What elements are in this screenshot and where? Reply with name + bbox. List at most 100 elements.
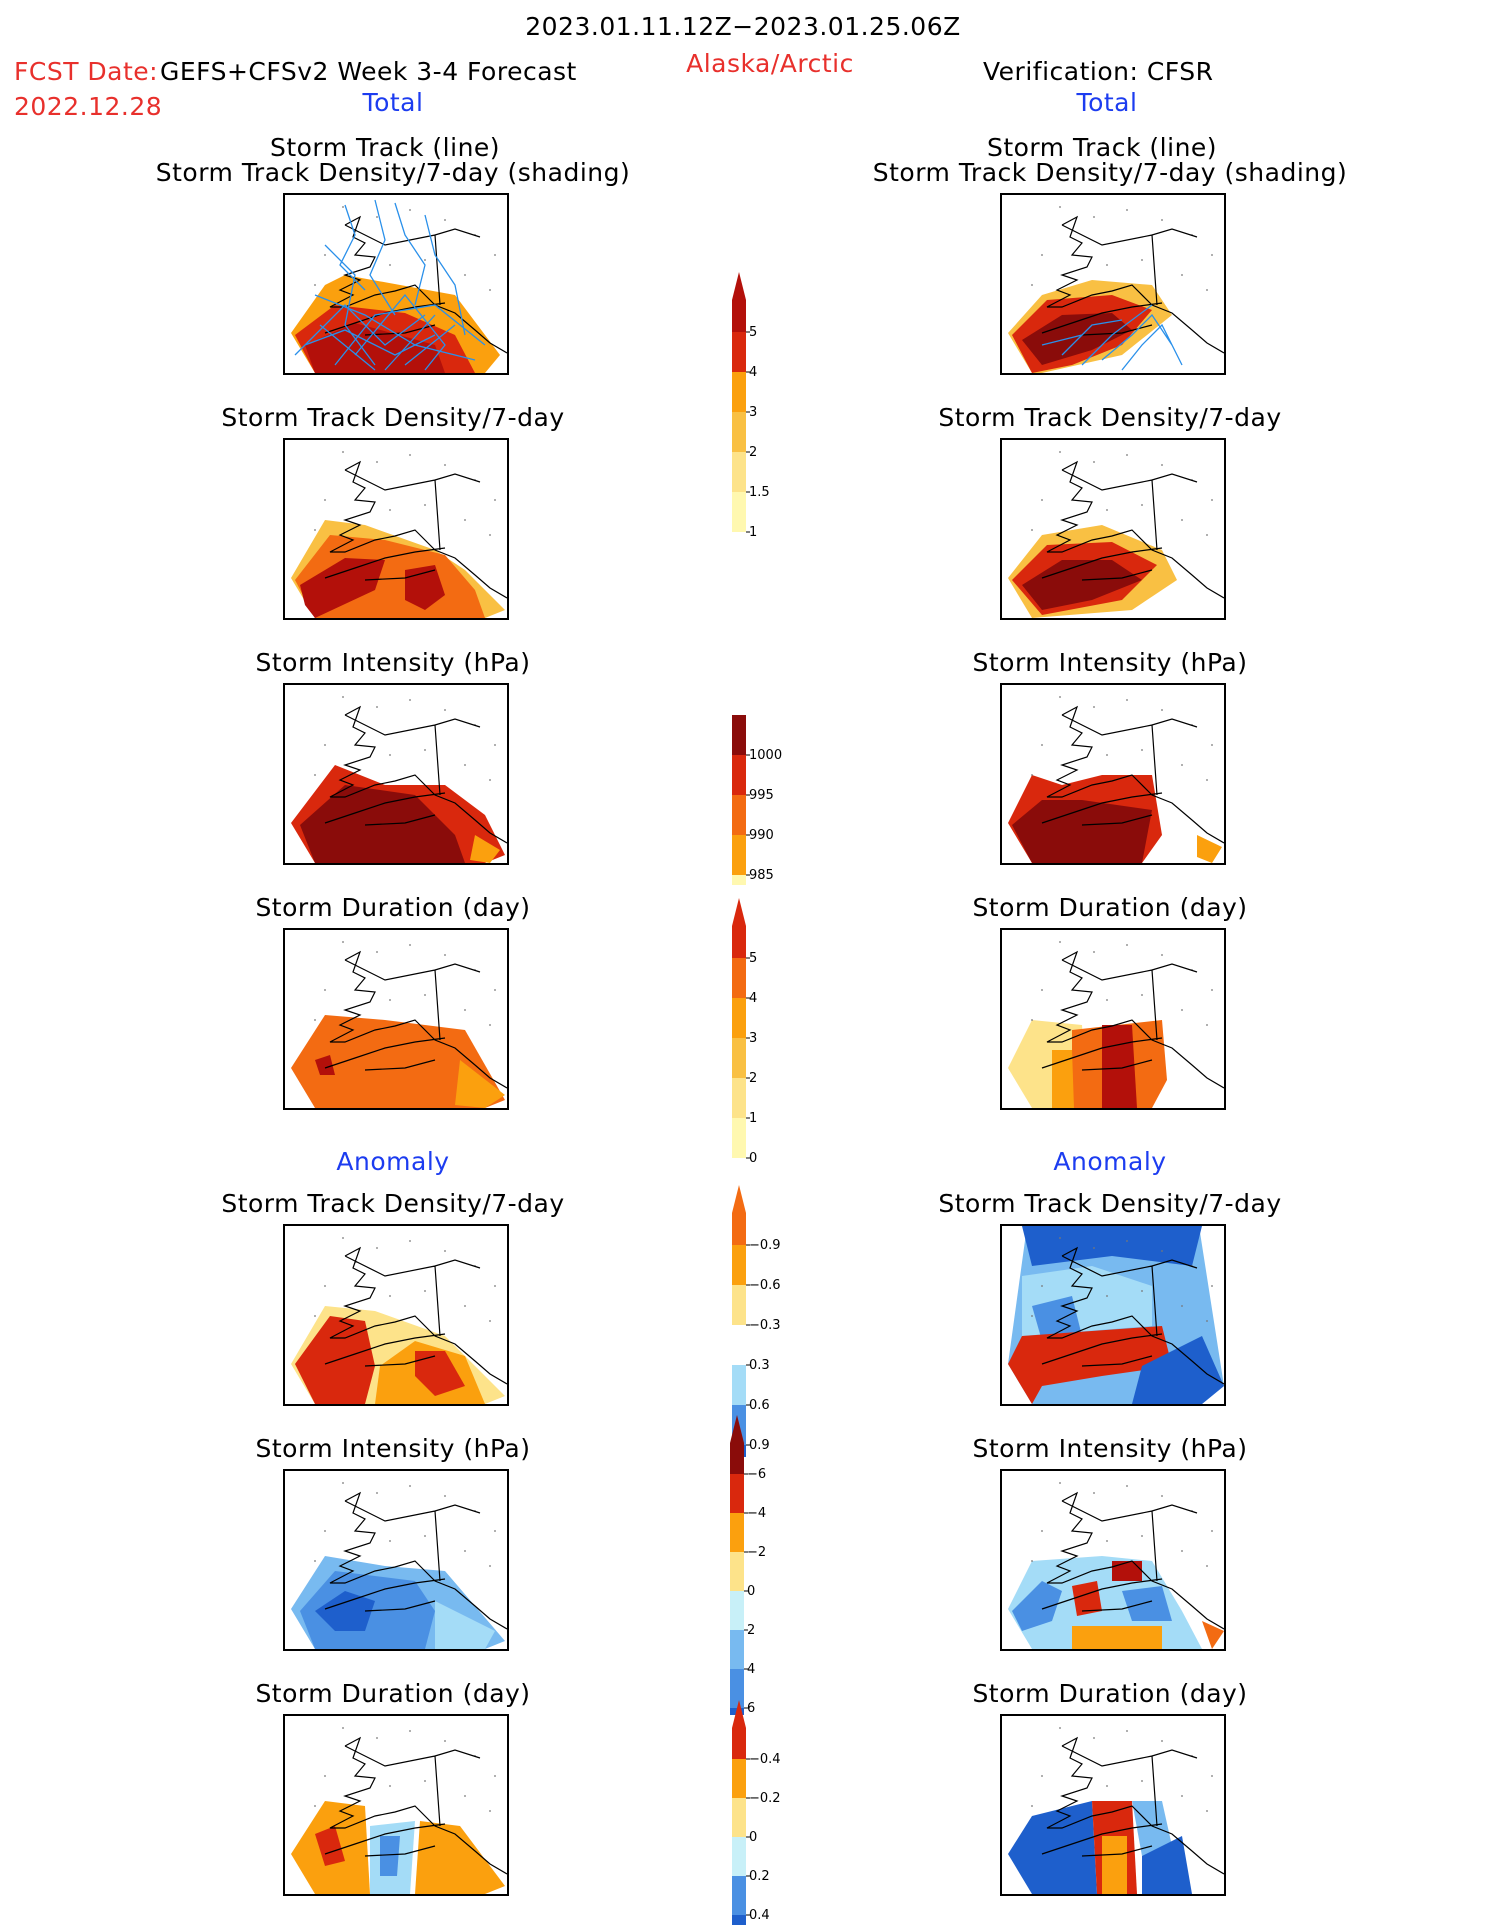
grid-dot (1041, 989, 1043, 991)
grid-dot (1141, 259, 1143, 261)
colorbar-swatch (732, 1185, 746, 1245)
map-canvas (1008, 1727, 1224, 1894)
grid-dot (1106, 999, 1108, 1001)
total-label-left: Total (362, 88, 424, 117)
colorbar-swatch (730, 1415, 744, 1474)
grid-dot (389, 264, 391, 266)
grid-dot (324, 499, 326, 501)
colorbar-tick-label: 4 (749, 365, 757, 380)
grid-dot (424, 1290, 426, 1292)
coastline (1041, 1736, 1224, 1875)
colorbar-tick-label: 0.3 (749, 1358, 770, 1373)
grid-dot (1161, 1250, 1163, 1252)
grid-dot (409, 1485, 411, 1487)
colorbar-tick-label: −0.6 (749, 1278, 781, 1293)
grid-dot (444, 464, 446, 466)
colorbar-tick-label: 0 (749, 1830, 757, 1845)
grid-dot (489, 534, 491, 536)
grid-dot (1126, 1240, 1128, 1242)
grid-dot (489, 289, 491, 291)
grid-dot (424, 259, 426, 261)
left-anomaly-label: Anomaly (336, 1147, 450, 1176)
storm-track-lines (294, 199, 486, 371)
grid-dot (1106, 1785, 1108, 1787)
date-range-title: 2023.01.11.12Z−2023.01.25.06Z (525, 12, 961, 41)
shading-region (1072, 1581, 1102, 1616)
grid-dot (324, 254, 326, 256)
colorbar-tick-label: 0.4 (749, 1908, 770, 1923)
grid-dot (1206, 779, 1208, 781)
colorbar-tick-label: 3 (749, 405, 757, 420)
colorbar-swatch (732, 835, 746, 875)
grid-dot (489, 779, 491, 781)
grid-dot (1206, 1024, 1208, 1026)
grid-dot (1093, 1247, 1095, 1249)
grid-dot (1141, 504, 1143, 506)
grid-dot (1211, 744, 1213, 746)
colorbar-swatch (732, 372, 746, 412)
colorbar-tick-label: −2 (747, 1545, 766, 1560)
shading-region (1132, 1336, 1224, 1404)
shading-region (1112, 1561, 1142, 1581)
grid-dot (444, 1495, 446, 1497)
map-left-anomaly-density (283, 1224, 509, 1406)
grid-dot (314, 774, 316, 776)
grid-dot (494, 1530, 496, 1532)
map-canvas (1008, 1226, 1224, 1404)
coastline (324, 950, 507, 1089)
grid-dot (389, 509, 391, 511)
grid-dot (1059, 696, 1061, 698)
map-canvas (1008, 941, 1224, 1108)
grid-dot (1093, 461, 1095, 463)
left-duration-title: Storm Duration (day) (255, 893, 531, 922)
shading-region (1102, 1025, 1137, 1108)
colorbar-swatch (732, 452, 746, 492)
shading-region (405, 565, 445, 610)
map-canvas (291, 1237, 507, 1404)
right-st-line-title2: Storm Track Density/7-day (shading) (872, 158, 1348, 187)
colorbar-tick-label: 1000 (749, 748, 782, 763)
grid-dot (1211, 499, 1213, 501)
grid-dot (1041, 254, 1043, 256)
colorbar-tick-label: 6 (747, 1701, 755, 1715)
coastline (1041, 950, 1224, 1089)
colorbar-tick-label: 5 (749, 951, 757, 966)
grid-dot (376, 1492, 378, 1494)
grid-dot (1093, 1737, 1095, 1739)
grid-dot (389, 754, 391, 756)
shading-region (1022, 313, 1132, 365)
colorbar-swatch (730, 1474, 744, 1513)
shading-region (470, 835, 500, 863)
colorbar-intensity-total: 1000995990985980 (732, 715, 782, 885)
grid-dot (324, 1285, 326, 1287)
map-left-intensity (283, 683, 509, 865)
grid-dot (342, 1727, 344, 1729)
colorbar-swatch (730, 1552, 744, 1591)
coastline (1041, 705, 1224, 844)
colorbar-swatch (732, 1038, 746, 1078)
grid-dot (342, 941, 344, 943)
grid-dot (464, 1550, 466, 1552)
grid-dot (444, 709, 446, 711)
grid-dot (324, 744, 326, 746)
coastline (1041, 460, 1224, 599)
colorbar-tick-label: 2 (749, 1071, 757, 1086)
colorbar-swatch (730, 1630, 744, 1669)
grid-dot (1206, 1565, 1208, 1567)
left-st-line-title1: Storm Track (line) (269, 133, 501, 162)
grid-dot (1161, 219, 1163, 221)
grid-dot (494, 1775, 496, 1777)
map-canvas (291, 199, 507, 373)
grid-dot (314, 1019, 316, 1021)
colorbar-swatch (732, 1118, 746, 1158)
grid-dot (1093, 1492, 1095, 1494)
grid-dot (1041, 1285, 1043, 1287)
map-right-anomaly-intensity (1000, 1469, 1226, 1651)
right-anom-intensity-title: Storm Intensity (hPa) (972, 1434, 1248, 1463)
shading-region (1012, 800, 1152, 863)
grid-dot (1126, 699, 1128, 701)
colorbar-swatch (732, 998, 746, 1038)
grid-dot (1161, 464, 1163, 466)
map-left-density (283, 438, 509, 620)
grid-dot (1041, 744, 1043, 746)
